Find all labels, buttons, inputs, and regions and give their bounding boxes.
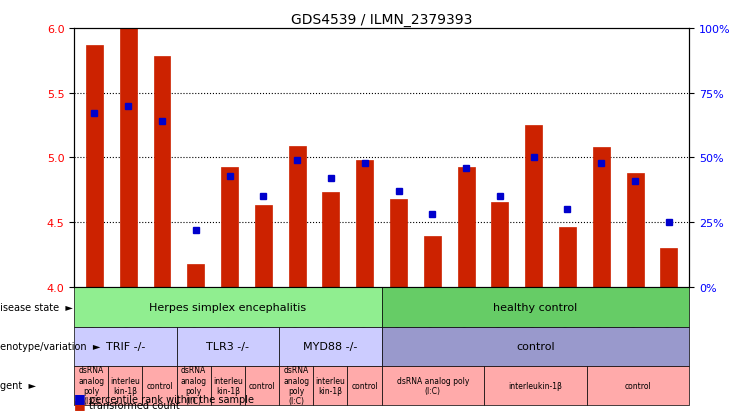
- Bar: [484, 366, 587, 405]
- Text: interleu
kin-1β: interleu kin-1β: [110, 376, 140, 395]
- Text: control: control: [249, 381, 276, 390]
- Bar: [390, 199, 407, 287]
- Bar: [245, 366, 279, 405]
- Bar: [279, 366, 313, 405]
- Bar: [187, 264, 205, 287]
- Bar: [176, 366, 210, 405]
- Bar: [559, 228, 576, 287]
- Bar: [627, 173, 643, 287]
- Text: interleu
kin-1β: interleu kin-1β: [213, 376, 243, 395]
- Text: control: control: [625, 381, 651, 390]
- Bar: [74, 366, 108, 405]
- Bar: [289, 147, 305, 287]
- Text: control: control: [516, 342, 555, 351]
- Bar: [382, 366, 484, 405]
- Bar: [587, 366, 689, 405]
- Text: ■: ■: [74, 391, 86, 404]
- Text: healthy control: healthy control: [494, 302, 577, 312]
- Bar: [322, 193, 339, 287]
- Bar: [348, 366, 382, 405]
- Text: transformed count: transformed count: [89, 400, 179, 410]
- Bar: [382, 287, 689, 327]
- Text: dsRNA
analog
poly
(I:C): dsRNA analog poly (I:C): [78, 366, 104, 406]
- Text: TRIF -/-: TRIF -/-: [106, 342, 145, 351]
- Bar: [593, 148, 610, 287]
- Bar: [458, 167, 474, 287]
- Bar: [86, 46, 103, 287]
- Bar: [210, 366, 245, 405]
- Bar: [356, 161, 373, 287]
- Text: interleu
kin-1β: interleu kin-1β: [316, 376, 345, 395]
- Bar: [525, 126, 542, 287]
- Bar: [313, 366, 348, 405]
- Bar: [74, 327, 176, 366]
- Bar: [221, 167, 238, 287]
- Text: interleukin-1β: interleukin-1β: [508, 381, 562, 390]
- Text: control: control: [351, 381, 378, 390]
- Text: control: control: [146, 381, 173, 390]
- Text: Herpes simplex encephalitis: Herpes simplex encephalitis: [149, 302, 307, 312]
- Text: dsRNA
analog
poly
(I:C): dsRNA analog poly (I:C): [181, 366, 207, 406]
- Bar: [382, 327, 689, 366]
- Bar: [660, 249, 677, 287]
- Text: disease state  ►: disease state ►: [0, 302, 73, 312]
- Text: dsRNA
analog
poly
(I:C): dsRNA analog poly (I:C): [283, 366, 309, 406]
- Text: ■: ■: [74, 397, 86, 410]
- Text: agent  ►: agent ►: [0, 380, 36, 390]
- Text: dsRNA analog poly
(I:C): dsRNA analog poly (I:C): [396, 376, 469, 395]
- Bar: [255, 206, 272, 287]
- Bar: [491, 202, 508, 287]
- Bar: [108, 366, 142, 405]
- Bar: [74, 287, 382, 327]
- Text: MYD88 -/-: MYD88 -/-: [303, 342, 358, 351]
- Text: percentile rank within the sample: percentile rank within the sample: [89, 394, 254, 404]
- Bar: [424, 237, 441, 287]
- Bar: [279, 327, 382, 366]
- Bar: [176, 327, 279, 366]
- Text: genotype/variation  ►: genotype/variation ►: [0, 342, 101, 351]
- Bar: [142, 366, 176, 405]
- Bar: [153, 57, 170, 287]
- Title: GDS4539 / ILMN_2379393: GDS4539 / ILMN_2379393: [291, 12, 472, 26]
- Bar: [120, 29, 136, 287]
- Text: TLR3 -/-: TLR3 -/-: [206, 342, 250, 351]
